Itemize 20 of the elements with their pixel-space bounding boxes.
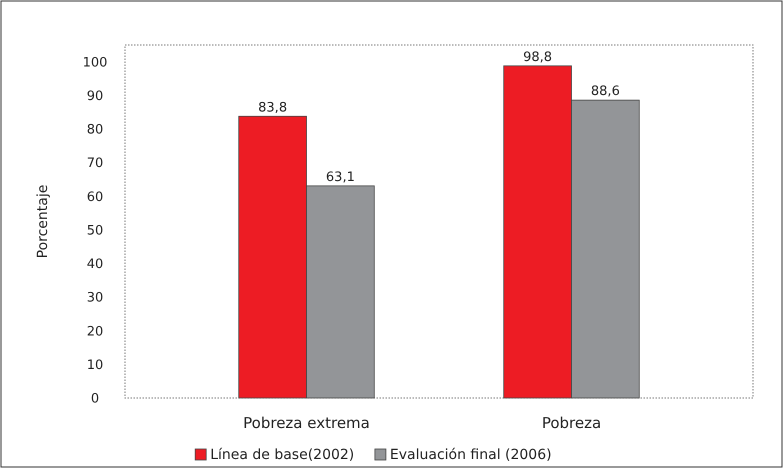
y-tick-label: 40 bbox=[86, 257, 104, 272]
x-tick-label: Pobreza extrema bbox=[243, 414, 370, 432]
y-tick-label: 20 bbox=[86, 324, 104, 340]
data-label: 98,8 bbox=[523, 50, 552, 65]
y-tick-label: 30 bbox=[86, 290, 104, 306]
y-tick-label: 0 bbox=[90, 392, 100, 407]
data-label: 63,1 bbox=[326, 170, 355, 185]
y-axis-title: Porcentaje bbox=[35, 184, 51, 258]
legend-label: Evaluación final (2006) bbox=[390, 447, 552, 463]
data-label: 83,8 bbox=[258, 100, 288, 116]
legend-label: Línea de base(2002) bbox=[210, 447, 354, 463]
x-tick-label: Pobreza bbox=[542, 414, 602, 432]
y-tick-label: 70 bbox=[86, 156, 104, 172]
y-tick-label: 100 bbox=[82, 55, 108, 70]
y-tick-label: 10 bbox=[86, 358, 104, 373]
y-tick-label: 60 bbox=[86, 190, 104, 205]
y-tick-label: 90 bbox=[86, 88, 104, 104]
y-tick-label: 80 bbox=[86, 122, 104, 138]
data-label: 88,6 bbox=[590, 84, 620, 100]
y-tick-label: 50 bbox=[86, 223, 104, 238]
